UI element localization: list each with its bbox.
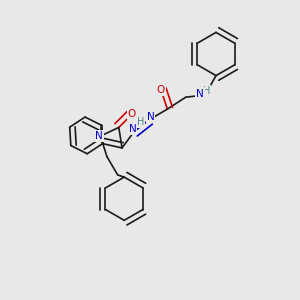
- Text: H: H: [137, 117, 144, 127]
- Text: N: N: [128, 124, 136, 134]
- Text: H: H: [203, 85, 210, 95]
- Text: N: N: [95, 131, 103, 141]
- Text: O: O: [128, 110, 136, 119]
- Text: N: N: [196, 88, 204, 98]
- Text: O: O: [157, 85, 165, 94]
- Text: N: N: [147, 112, 154, 122]
